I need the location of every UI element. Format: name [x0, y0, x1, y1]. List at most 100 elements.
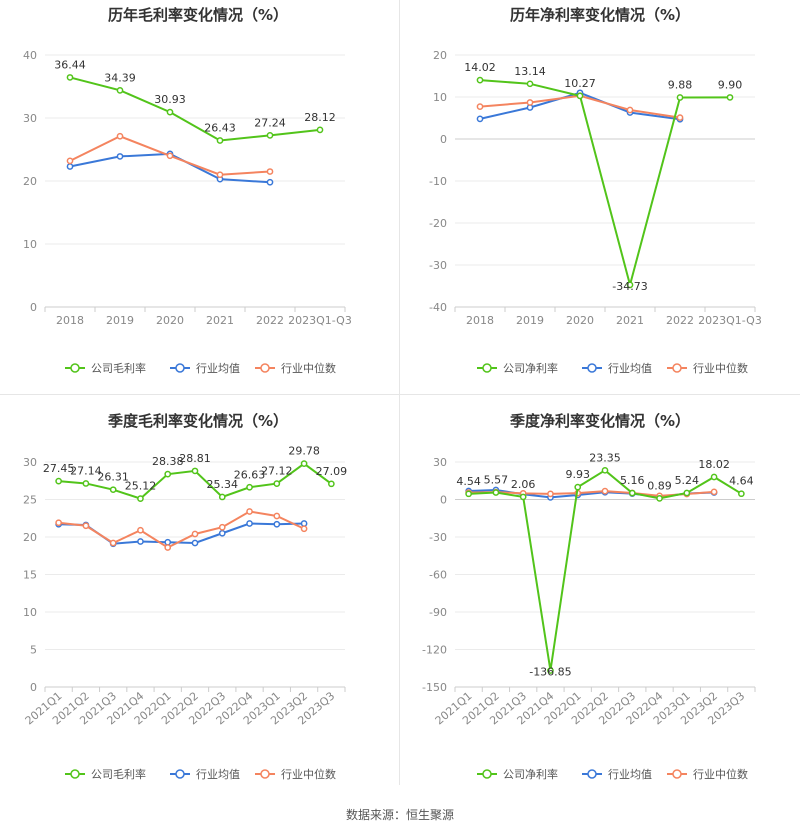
data-point — [109, 539, 117, 547]
data-label: 36.44 — [54, 58, 86, 71]
data-label: 25.12 — [125, 480, 157, 493]
y-tick-label: -120 — [422, 644, 447, 657]
x-tick-label: 2020 — [566, 314, 594, 327]
y-tick-label: 0 — [30, 681, 37, 694]
legend-label: 行业均值 — [608, 768, 652, 781]
y-tick-label: 20 — [433, 49, 447, 62]
legend-marker-dot — [260, 769, 270, 779]
series-0: 14.02 13.14 10.27 -34.73 9.88 9.90 — [464, 61, 742, 293]
data-label: 34.39 — [104, 71, 136, 84]
data-label: 10.27 — [564, 77, 596, 90]
data-point — [166, 152, 174, 160]
data-point — [328, 480, 335, 488]
legend-marker-dot — [175, 363, 185, 373]
data-point — [601, 487, 609, 495]
data-point — [300, 525, 308, 533]
data-point — [626, 106, 634, 114]
data-point — [273, 480, 281, 487]
data-point — [316, 126, 324, 134]
legend-marker-dot — [175, 769, 185, 779]
data-point — [676, 114, 684, 121]
chart-1: 历年毛利率变化情况（%） 0 10 20 30 40 2018 2019 2020 2021 202… — [23, 6, 352, 375]
data-label: 0.89 — [647, 479, 672, 492]
data-point — [526, 99, 534, 106]
data-label: 27.12 — [261, 465, 293, 478]
data-source-note: 数据来源：恒生聚源 — [345, 808, 454, 822]
data-point — [683, 489, 691, 497]
data-point — [164, 544, 172, 551]
y-tick-label: -90 — [429, 606, 447, 619]
data-point — [137, 526, 144, 534]
y-tick-label: 15 — [23, 569, 37, 582]
data-point — [246, 483, 253, 491]
legend-label: 行业中位数 — [281, 361, 336, 375]
data-label: 26.43 — [204, 121, 236, 134]
data-label: 28.38 — [152, 455, 184, 468]
y-tick-label: 10 — [23, 238, 37, 251]
data-label: 23.35 — [589, 451, 621, 464]
x-tick-label: 2020 — [156, 314, 184, 327]
y-tick-label: -10 — [429, 175, 447, 188]
data-point — [300, 520, 308, 527]
data-label: 2.06 — [511, 478, 536, 491]
y-tick-label: 25 — [23, 494, 37, 507]
data-label: 28.12 — [304, 111, 336, 124]
data-label: 28.81 — [179, 452, 211, 465]
series-line — [468, 469, 742, 671]
chart-title: 历年毛利率变化情况（%） — [108, 6, 288, 24]
legend: 公司净利率 行业均值 行业中位数 — [477, 361, 748, 375]
legend-label: 行业均值 — [608, 362, 652, 375]
data-point — [656, 495, 663, 502]
data-label: 5.24 — [675, 474, 700, 487]
data-label: 9.90 — [718, 78, 743, 91]
chart-3: 季度毛利率变化情况（%）0510152025302021Q12021Q22021… — [23, 412, 347, 781]
data-point — [574, 483, 582, 491]
data-label: 5.57 — [484, 474, 509, 487]
x-tick-label: 2021 — [616, 314, 644, 327]
legend-marker-dot — [70, 769, 80, 779]
data-label: 5.16 — [620, 474, 645, 487]
y-tick-label: 5 — [30, 644, 37, 657]
data-point — [218, 529, 226, 537]
data-point — [109, 486, 117, 494]
x-tick-label: 2018 — [466, 314, 494, 327]
chart-title: 历年净利率变化情况（%） — [510, 6, 690, 24]
data-point — [218, 523, 226, 531]
data-point — [66, 74, 74, 81]
data-point — [218, 493, 226, 501]
x-tick-label: 2021 — [206, 314, 234, 327]
y-tick-label: 20 — [23, 175, 37, 188]
legend-label: 公司净利率 — [503, 361, 558, 375]
y-tick-label: -20 — [429, 217, 447, 230]
data-point — [266, 178, 274, 186]
y-tick-label: -40 — [429, 301, 447, 314]
data-label: 29.78 — [288, 445, 320, 458]
legend-label: 行业中位数 — [693, 361, 748, 375]
data-point — [137, 538, 144, 545]
data-point — [601, 466, 609, 474]
data-point — [547, 667, 554, 674]
data-label: 26.63 — [234, 468, 266, 481]
y-tick-label: -150 — [422, 681, 447, 694]
data-point — [476, 76, 484, 84]
x-tick-label: 2019 — [516, 314, 544, 327]
data-point — [300, 460, 308, 467]
data-point — [710, 473, 718, 481]
data-point — [465, 490, 472, 498]
x-tick-label: 2019 — [106, 314, 134, 327]
series-line — [69, 76, 321, 142]
data-point — [738, 490, 745, 498]
data-point — [191, 539, 199, 547]
y-tick-label: 10 — [23, 606, 37, 619]
series-2 — [55, 508, 308, 551]
data-point — [66, 163, 74, 170]
data-point — [55, 519, 62, 527]
x-tick-label: 2018 — [56, 314, 84, 327]
legend-label: 行业中位数 — [693, 767, 748, 781]
y-tick-label: -30 — [429, 531, 447, 544]
y-tick-label: -60 — [429, 569, 447, 582]
data-point — [626, 281, 634, 289]
data-label: 27.14 — [70, 464, 102, 477]
legend-label: 行业均值 — [196, 362, 240, 375]
